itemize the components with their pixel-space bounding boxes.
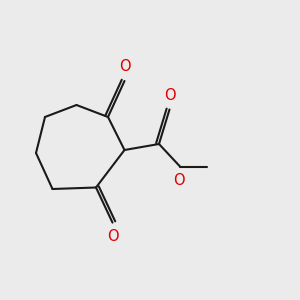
Text: O: O bbox=[164, 88, 175, 104]
Text: O: O bbox=[119, 59, 130, 74]
Text: O: O bbox=[107, 229, 118, 244]
Text: O: O bbox=[173, 173, 184, 188]
